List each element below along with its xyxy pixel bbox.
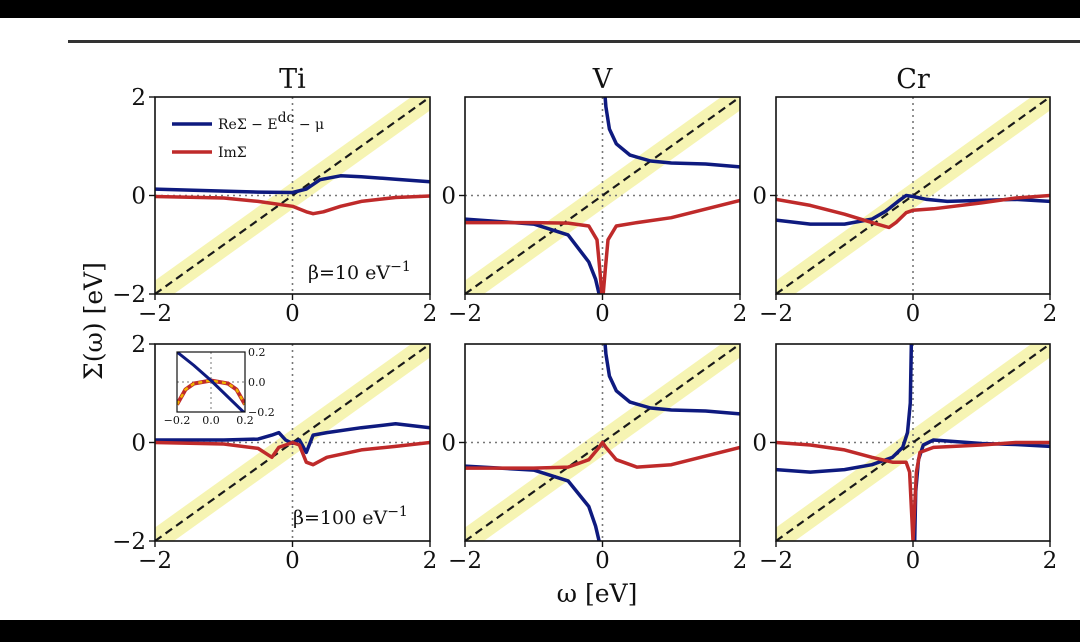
x-axis-label: ω [eV]: [557, 579, 638, 608]
diagonal-line: [465, 97, 740, 294]
x-tick-label: 2: [423, 301, 438, 327]
inset-plot: −0.2 0.0 0.2 0.2 0.0 −0.2: [164, 346, 275, 427]
plot-content: [465, 97, 740, 294]
panel-1: −2 0 2 0 V: [441, 64, 747, 327]
plot-content: [776, 344, 1050, 541]
header-rule: [68, 40, 1080, 43]
panel-3: −2 0 2 −2 0 2: [112, 332, 437, 574]
x-tick-label: 0: [906, 548, 921, 574]
series-im-line: [155, 440, 430, 467]
legend-im-label: ImΣ: [218, 145, 247, 161]
y-tick-label: 0: [752, 431, 767, 457]
panel-title: V: [592, 64, 613, 95]
plot-content: [155, 344, 430, 541]
series-im-line: [776, 193, 1050, 230]
inset-frame: [176, 351, 246, 413]
plot-content: [465, 344, 740, 541]
y-tick-label: 0: [441, 431, 456, 457]
series-re-line: [776, 344, 914, 474]
x-tick-label: 2: [733, 548, 748, 574]
series-re-line: [155, 174, 430, 195]
x-tick-label: 0: [595, 548, 610, 574]
beta-label-bottom: β=100 eV−1: [293, 504, 408, 529]
inset-x-tick-label: 0.0: [202, 414, 220, 427]
inset-x-tick-label: 0.2: [236, 414, 254, 427]
y-tick-label: −2: [112, 282, 146, 308]
x-tick-label: −2: [138, 301, 172, 327]
series-im-line: [465, 198, 740, 294]
inset-y-tick-label: 0.0: [248, 376, 266, 389]
inset-y-tick-label: −0.2: [248, 406, 275, 419]
diagonal-line: [155, 97, 430, 294]
diagonal-line: [776, 97, 1050, 294]
legend-re-label: ReΣ − Edc − μ: [218, 110, 324, 133]
inset-y-tick-label: 0.2: [248, 346, 266, 359]
y-tick-label: 2: [131, 332, 146, 358]
series-im-line: [776, 440, 1050, 541]
x-tick-label: 2: [733, 301, 748, 327]
diagonal-line: [776, 344, 1050, 541]
x-tick-label: 2: [1043, 301, 1058, 327]
series-re-line: [465, 464, 601, 541]
plot-content: [155, 97, 430, 294]
x-tick-label: −2: [138, 548, 172, 574]
y-tick-label: 0: [752, 184, 767, 210]
y-tick-label: 0: [441, 184, 456, 210]
inset-re-line: [177, 352, 245, 412]
x-tick-label: −2: [759, 548, 793, 574]
x-tick-label: −2: [448, 548, 482, 574]
y-tick-label: 2: [131, 85, 146, 111]
y-tick-label: −2: [112, 529, 146, 555]
x-tick-label: 0: [906, 301, 921, 327]
x-tick-label: 0: [595, 301, 610, 327]
inset-x-tick-label: −0.2: [164, 414, 191, 427]
series-re-line: [776, 193, 1050, 226]
x-tick-label: 0: [285, 548, 300, 574]
series-re-line: [603, 97, 740, 169]
panel-4: −2 0 2 0: [441, 343, 748, 574]
panel-2: −2 0 2 0 Cr: [752, 64, 1057, 327]
panel-0: −2 0 2 −2 0 2 Ti: [112, 64, 437, 327]
y-tick-label: 0: [131, 431, 146, 457]
series-im-line: [465, 440, 740, 470]
x-tick-label: 0: [285, 301, 300, 327]
inset-content: [177, 352, 245, 412]
y-tick-label: 0: [131, 184, 146, 210]
series-re-line: [155, 422, 430, 455]
beta-label-top: β=10 eV−1: [308, 259, 411, 284]
series-re-line: [603, 344, 740, 416]
y-axis-label: Σ(ω) [eV]: [79, 262, 108, 380]
x-tick-label: 2: [1043, 548, 1058, 574]
plot-content: [776, 97, 1050, 294]
series-im-line: [155, 194, 430, 216]
legend: ReΣ − Edc − μ ImΣ: [172, 110, 324, 161]
x-tick-label: −2: [448, 301, 482, 327]
panel-title: Ti: [279, 64, 306, 95]
panel-5: −2 0 2 0: [752, 343, 1058, 574]
x-tick-label: 2: [423, 548, 438, 574]
x-tick-label: −2: [759, 301, 793, 327]
panel-title: Cr: [896, 64, 930, 95]
inset-im-dashed: [177, 379, 245, 406]
plot-grid: −2 0 2 −2 0 2 Ti −2 0 2 0 V −2 0 2 0 Cr −2 0 2 −2 0 2 −2 0 2 0 −2 0 2…: [112, 64, 1057, 574]
